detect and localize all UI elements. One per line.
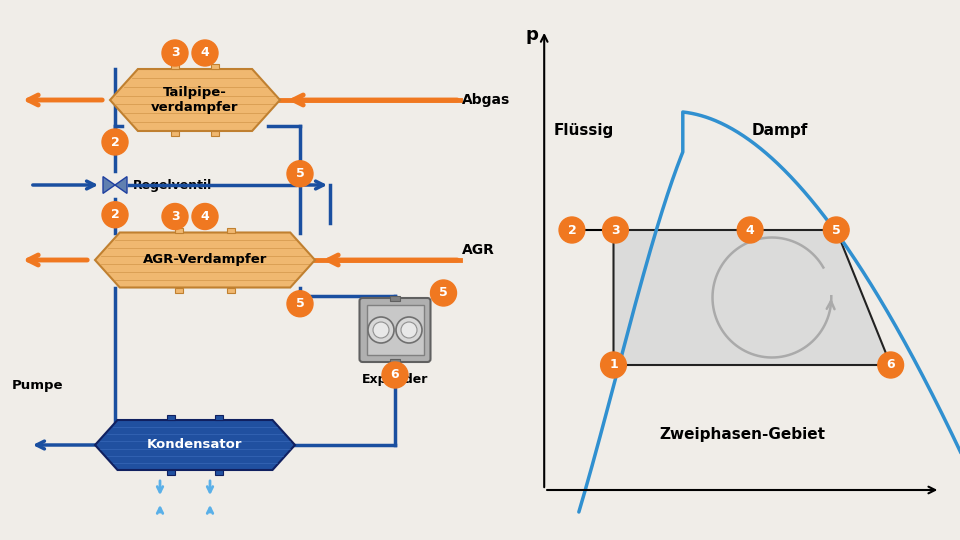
Circle shape (102, 129, 128, 155)
Text: 5: 5 (296, 167, 304, 180)
Text: 2: 2 (567, 224, 576, 237)
Polygon shape (95, 420, 295, 470)
Text: 4: 4 (201, 210, 209, 223)
Polygon shape (95, 233, 315, 287)
Text: 4: 4 (746, 224, 755, 237)
Bar (167, 470, 175, 475)
Text: AGR: AGR (462, 243, 494, 257)
Text: 6: 6 (391, 368, 399, 381)
Text: Expander: Expander (362, 373, 428, 386)
Text: Pumpe: Pumpe (12, 379, 63, 392)
Bar (390, 359, 400, 364)
Circle shape (430, 280, 457, 306)
Circle shape (559, 217, 585, 243)
Circle shape (401, 322, 417, 338)
Circle shape (162, 40, 188, 66)
Bar (167, 415, 175, 420)
Text: 5: 5 (296, 297, 304, 310)
Bar (228, 227, 235, 233)
Text: Zweiphasen-Gebiet: Zweiphasen-Gebiet (660, 428, 826, 442)
Bar (367, 305, 423, 355)
Polygon shape (110, 69, 280, 131)
Text: 3: 3 (171, 46, 180, 59)
Circle shape (382, 362, 408, 388)
Circle shape (603, 217, 629, 243)
Bar (211, 131, 220, 136)
Circle shape (396, 317, 422, 343)
Bar (175, 287, 182, 293)
Text: p: p (526, 26, 539, 44)
Text: Dampf: Dampf (752, 123, 808, 138)
Bar (175, 227, 182, 233)
Text: AGR-Verdampfer: AGR-Verdampfer (143, 253, 267, 267)
Text: 2: 2 (110, 136, 119, 148)
Text: Abgas: Abgas (462, 93, 511, 107)
Bar (171, 131, 179, 136)
Text: 2: 2 (110, 208, 119, 221)
Bar (211, 64, 220, 69)
Text: 3: 3 (612, 224, 620, 237)
Polygon shape (103, 177, 127, 193)
Text: 5: 5 (832, 224, 841, 237)
Circle shape (601, 352, 626, 378)
Bar (215, 415, 223, 420)
Text: Regelventil: Regelventil (133, 179, 212, 192)
Text: Kondensator: Kondensator (147, 438, 243, 451)
Circle shape (737, 217, 763, 243)
Text: Flüssig: Flüssig (554, 123, 614, 138)
Circle shape (287, 291, 313, 317)
Circle shape (373, 322, 389, 338)
Polygon shape (613, 230, 891, 365)
Circle shape (824, 217, 849, 243)
Circle shape (162, 204, 188, 230)
Bar (228, 287, 235, 293)
Circle shape (192, 204, 218, 230)
Text: 1: 1 (610, 359, 618, 372)
FancyBboxPatch shape (359, 298, 430, 362)
Circle shape (102, 202, 128, 228)
Text: 4: 4 (201, 46, 209, 59)
Circle shape (877, 352, 903, 378)
Text: 3: 3 (171, 210, 180, 223)
Circle shape (192, 40, 218, 66)
Text: Tailpipe-
verdampfer: Tailpipe- verdampfer (152, 86, 239, 114)
Text: 5: 5 (439, 287, 448, 300)
Bar (215, 470, 223, 475)
Bar (390, 296, 400, 301)
Circle shape (287, 161, 313, 187)
Bar (171, 64, 179, 69)
Text: 6: 6 (886, 359, 895, 372)
Circle shape (368, 317, 394, 343)
